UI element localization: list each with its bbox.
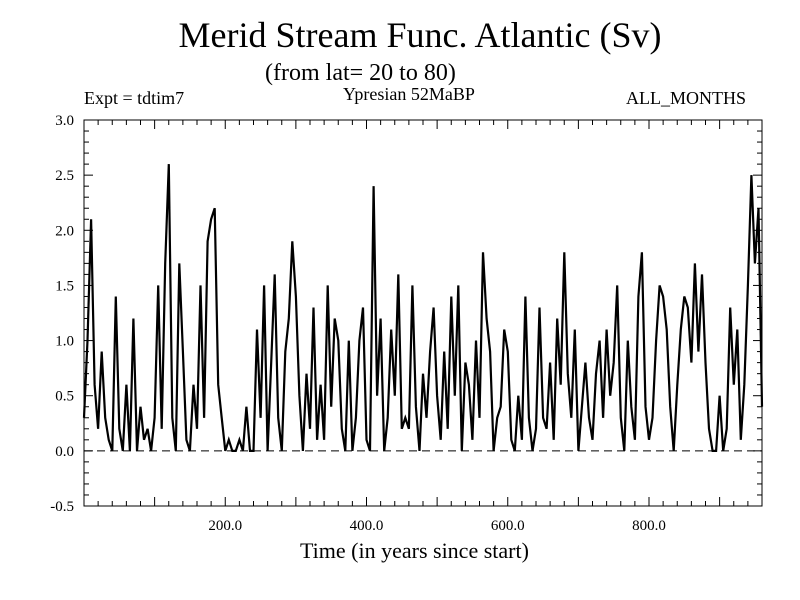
- experiment-label: Expt = tdtim7: [84, 88, 185, 108]
- y-tick-label: 0.0: [55, 444, 74, 460]
- x-axis-title: Time (in years since start): [300, 538, 529, 563]
- y-tick-label: 1.0: [55, 334, 74, 350]
- y-tick-label: 1.5: [55, 278, 74, 294]
- plot-frame: [83, 119, 763, 507]
- tick-labels: -0.5 0.0 0.5 1.0 1.5 2.0 2.5 3.0 200.0 400.0 600.0…: [50, 113, 666, 534]
- y-tick-label: 3.0: [55, 113, 74, 129]
- chart-subtitle: (from lat= 20 to 80): [265, 60, 456, 86]
- y-tick-label: 2.5: [55, 168, 74, 184]
- x-tick-label: 800.0: [632, 518, 666, 534]
- x-tick-label: 400.0: [350, 518, 384, 534]
- months-label: ALL_MONTHS: [626, 88, 746, 108]
- period-label: Ypresian 52MaBP: [343, 84, 475, 104]
- y-tick-label: -0.5: [50, 499, 74, 515]
- axis-ticks: [84, 119, 762, 507]
- y-tick-label: 0.5: [55, 389, 74, 405]
- y-tick-label: 2.0: [55, 223, 74, 239]
- x-tick-label: 200.0: [208, 518, 242, 534]
- x-tick-label: 600.0: [491, 518, 525, 534]
- series-line: [82, 164, 764, 452]
- chart-title: Merid Stream Func. Atlantic (Sv): [178, 15, 662, 55]
